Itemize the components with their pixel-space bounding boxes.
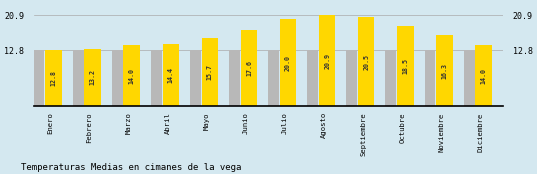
Bar xyxy=(475,45,492,106)
Text: 15.7: 15.7 xyxy=(207,64,213,80)
Text: 17.6: 17.6 xyxy=(246,60,252,76)
Text: 20.0: 20.0 xyxy=(285,55,291,71)
Bar xyxy=(397,26,413,106)
Bar xyxy=(268,50,279,106)
Bar xyxy=(151,50,162,106)
Text: 12.8: 12.8 xyxy=(50,70,56,86)
Bar xyxy=(163,44,179,106)
Text: 14.4: 14.4 xyxy=(168,67,174,83)
Text: 20.5: 20.5 xyxy=(363,54,369,70)
Text: 13.2: 13.2 xyxy=(90,69,96,85)
Bar xyxy=(307,50,318,106)
Text: 18.5: 18.5 xyxy=(402,58,408,74)
Bar xyxy=(425,50,436,106)
Bar xyxy=(124,45,140,106)
Bar xyxy=(33,50,45,106)
Text: 16.3: 16.3 xyxy=(441,63,447,79)
Bar xyxy=(229,50,240,106)
Bar xyxy=(280,19,296,106)
Text: Temperaturas Medias en cimanes de la vega: Temperaturas Medias en cimanes de la veg… xyxy=(21,163,242,172)
Bar xyxy=(436,35,453,106)
Bar xyxy=(45,50,62,106)
Bar xyxy=(358,17,374,106)
Text: 14.0: 14.0 xyxy=(129,68,135,84)
Bar xyxy=(241,30,257,106)
Bar xyxy=(84,49,101,106)
Text: 20.9: 20.9 xyxy=(324,53,330,69)
Bar xyxy=(463,50,475,106)
Bar xyxy=(319,15,336,106)
Bar xyxy=(386,50,396,106)
Bar xyxy=(72,50,84,106)
Bar xyxy=(112,50,122,106)
Text: 14.0: 14.0 xyxy=(481,68,487,84)
Bar xyxy=(346,50,357,106)
Bar xyxy=(190,50,201,106)
Bar xyxy=(201,38,218,106)
